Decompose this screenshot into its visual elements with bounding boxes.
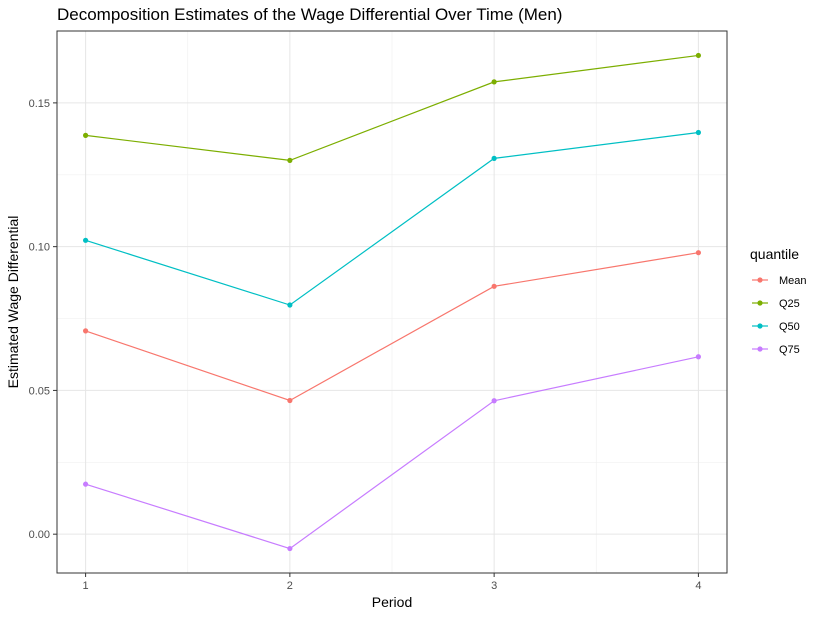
series-line-mean: [85, 252, 699, 402]
legend-key-point: [757, 346, 763, 352]
legend-label: Mean: [779, 275, 807, 287]
legend-item-q75: Q75: [752, 344, 800, 356]
data-point-q50: [695, 129, 702, 136]
data-point-q50: [491, 155, 497, 161]
series-line-q50: [85, 131, 699, 306]
legend-label: Q75: [779, 344, 800, 356]
y-tick-label: 0.00: [29, 529, 50, 541]
data-point-q50: [287, 302, 293, 308]
data-point-q25: [695, 52, 702, 59]
legend-item-q50: Q50: [752, 321, 800, 333]
x-tick-label: 1: [83, 580, 89, 592]
y-tick-label: 0.05: [29, 385, 50, 397]
y-tick-label: 0.15: [29, 98, 50, 110]
data-point-q25: [287, 157, 293, 163]
series-points: [82, 52, 702, 552]
legend-key-point: [757, 277, 763, 283]
series-lines: [85, 54, 699, 550]
data-point-mean: [287, 397, 293, 404]
data-point-q75: [491, 398, 497, 404]
data-point-mean: [82, 328, 89, 334]
legend: quantile Mean Q25 Q50 Q75: [750, 246, 807, 356]
data-point-mean: [695, 250, 702, 256]
x-tick-label: 2: [287, 580, 293, 592]
chart-title: Decomposition Estimates of the Wage Diff…: [57, 5, 562, 24]
x-axis: 1 2 3 4: [83, 573, 701, 592]
legend-key-point: [757, 323, 763, 329]
data-point-q25: [82, 132, 89, 138]
y-axis: 0.00 0.05 0.10 0.15: [29, 98, 57, 541]
legend-label: Q25: [779, 298, 800, 310]
data-point-q75: [695, 354, 702, 360]
y-axis-title: Estimated Wage Differential: [5, 216, 21, 389]
data-point-q75: [287, 545, 293, 552]
x-tick-label: 4: [695, 580, 701, 592]
data-point-mean: [491, 283, 497, 289]
x-tick-label: 3: [491, 580, 497, 592]
y-tick-label: 0.10: [29, 242, 50, 254]
x-axis-title: Period: [372, 594, 412, 610]
panel-border: [56, 30, 728, 574]
legend-key-point: [757, 300, 763, 306]
series-line-q25: [85, 54, 699, 162]
series-line-q75: [85, 356, 699, 550]
data-point-q75: [82, 481, 89, 487]
legend-item-q25: Q25: [752, 298, 800, 310]
plot-border: [56, 30, 728, 574]
legend-label: Q50: [779, 321, 800, 333]
legend-item-mean: Mean: [752, 275, 807, 287]
data-point-q25: [491, 79, 497, 85]
data-point-q50: [82, 237, 89, 243]
legend-title: quantile: [750, 246, 799, 262]
